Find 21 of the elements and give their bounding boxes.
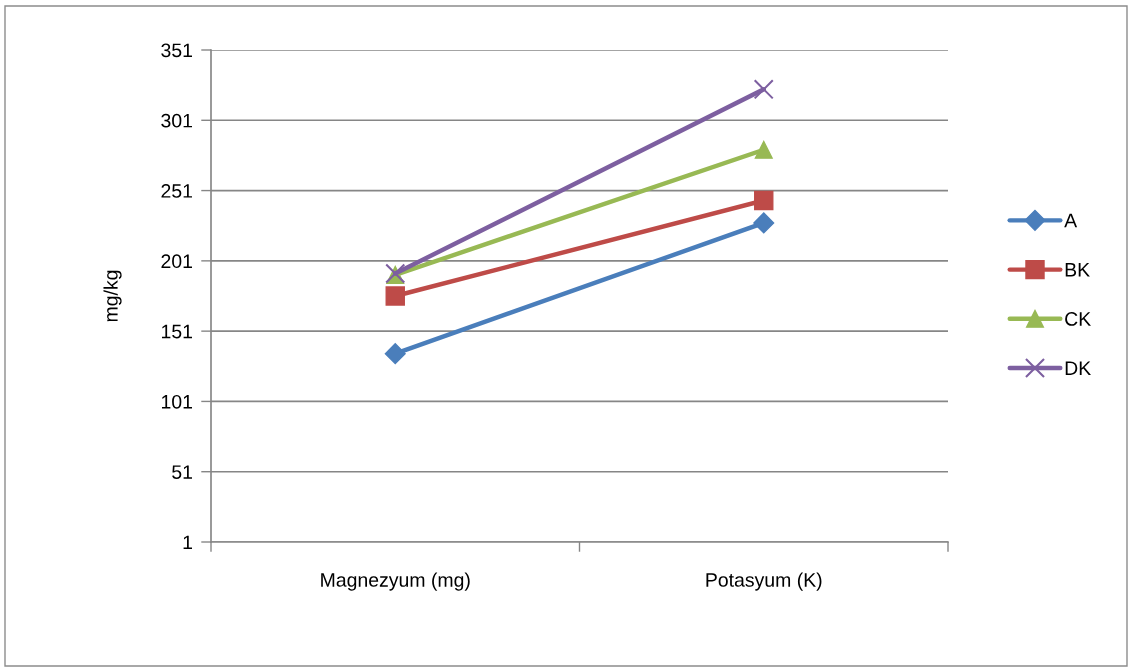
point: [384, 343, 406, 365]
y-tick-label: 201: [161, 254, 192, 269]
y-axis-title: mg/kg: [103, 270, 122, 322]
legend-label: BK: [1065, 263, 1090, 277]
y-tick-label: 51: [172, 465, 192, 479]
y-tick-label: 351: [161, 43, 192, 58]
y-tick-label: 251: [161, 184, 192, 198]
y-tick-label: 1: [183, 535, 192, 550]
point: [385, 286, 405, 306]
point: [753, 79, 774, 100]
point: [754, 190, 774, 211]
legend-label: A: [1064, 213, 1078, 228]
x-tick-label: Potasyum (K): [706, 572, 822, 591]
y-tick-label: 151: [161, 324, 192, 339]
legend-label: CK: [1065, 312, 1091, 326]
y-tick-label: 101: [161, 394, 192, 409]
point: [754, 140, 773, 159]
y-tick-label: 301: [161, 113, 192, 128]
legend-label: DK: [1065, 361, 1091, 375]
x-tick-label: Magnezyum (mg): [321, 572, 470, 591]
point: [753, 212, 775, 234]
